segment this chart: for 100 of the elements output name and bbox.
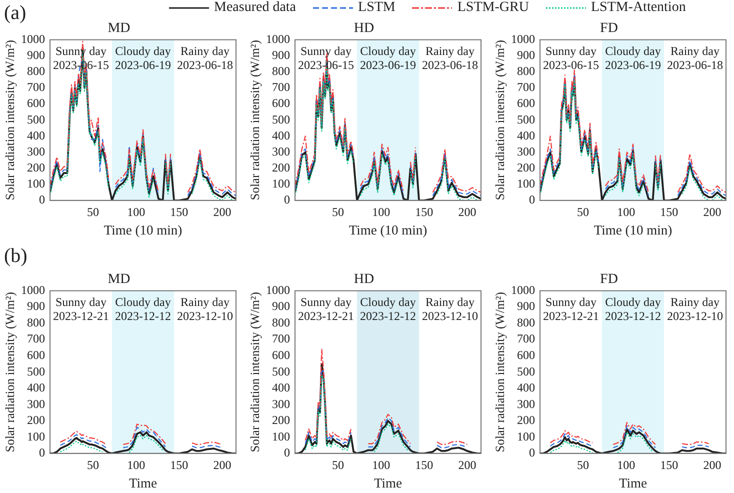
x-tick-label: 50 [577, 204, 590, 219]
x-axis-title: Time (10 min) [348, 222, 428, 238]
y-tick-label: 1000 [511, 282, 535, 297]
y-tick-label: 600 [272, 96, 290, 110]
annotation: Rainy day 2023-12-10 [667, 294, 723, 323]
x-axis-title: Time (10 min) [104, 222, 182, 238]
chart-title: MD [108, 21, 130, 36]
y-tick-label: 900 [27, 48, 45, 62]
x-tick-label: 150 [415, 458, 434, 472]
y-tick-label: 300 [27, 396, 45, 411]
y-tick-label: 900 [272, 299, 290, 314]
chart-title: FD [600, 21, 618, 36]
y-tick-label: 100 [517, 429, 535, 444]
y-tick-label: 800 [27, 64, 45, 78]
x-tick-label: 200 [458, 204, 476, 219]
y-tick-label: 500 [272, 112, 290, 126]
y-tick-label: 700 [272, 80, 290, 94]
y-axis-title: Solar radiation intensity (W/m²) [492, 292, 507, 452]
y-tick-label: 600 [27, 96, 45, 110]
y-tick-label: 400 [517, 128, 535, 142]
x-axis-title: Time (10 min) [594, 222, 672, 238]
annotation: Cloudy day 2023-12-12 [360, 294, 416, 323]
y-tick-label: 400 [272, 380, 290, 395]
y-tick-label: 900 [272, 48, 290, 62]
y-tick-label: 600 [272, 348, 290, 362]
x-tick-label: 150 [660, 458, 678, 472]
y-axis-title: Solar radiation intensity (W/m²) [248, 40, 262, 200]
x-tick-label: 200 [458, 458, 476, 472]
x-tick-label: 200 [213, 458, 232, 472]
x-tick-label: 50 [332, 204, 344, 219]
x-tick-label: 100 [372, 458, 390, 472]
y-tick-label: 1000 [511, 32, 535, 46]
y-tick-label: 700 [27, 80, 45, 94]
y-tick-label: 300 [517, 144, 535, 158]
y-tick-label: 0 [529, 192, 535, 207]
y-tick-label: 600 [27, 348, 45, 362]
x-tick-label: 50 [577, 458, 590, 472]
y-axis-title: Solar radiation intensity (W/m²) [492, 40, 507, 200]
y-tick-label: 700 [272, 332, 290, 346]
annotation: Sunny day 2023-12-21 [53, 294, 109, 323]
y-tick-label: 400 [27, 128, 45, 142]
y-tick-label: 0 [39, 192, 45, 207]
y-axis-title: Solar radiation intensity (W/m²) [2, 40, 17, 200]
y-tick-label: 600 [517, 96, 535, 110]
y-tick-label: 0 [284, 446, 290, 460]
y-tick-label: 100 [272, 176, 290, 190]
legend-label: Measured data [214, 0, 296, 16]
chart-title: HD [354, 272, 374, 288]
y-tick-label: 800 [27, 315, 45, 330]
y-tick-label: 200 [27, 413, 45, 428]
legend-label: LSTM-Attention [590, 0, 686, 16]
y-tick-label: 0 [284, 192, 290, 207]
x-tick-label: 150 [170, 458, 188, 472]
x-tick-label: 100 [372, 204, 390, 219]
y-tick-label: 1000 [266, 32, 290, 46]
legend-label: LSTM-GRU [457, 0, 529, 16]
chart-title: HD [354, 21, 374, 36]
x-tick-label: 50 [87, 204, 100, 219]
y-axis-title: Solar radiation intensity (W/m²) [248, 292, 262, 452]
annotation: Rainy day 2023-06-18 [667, 44, 723, 72]
text: (b) [4, 245, 28, 268]
annotation: Cloudy day 2023-06-19 [605, 44, 661, 72]
x-axis-title: Time [128, 475, 158, 490]
y-tick-label: 100 [27, 429, 45, 444]
y-tick-label: 700 [517, 80, 535, 94]
y-tick-label: 500 [517, 364, 535, 378]
y-tick-label: 100 [27, 176, 45, 190]
x-tick-label: 100 [617, 458, 636, 472]
y-tick-label: 300 [27, 144, 45, 158]
y-tick-label: 800 [517, 315, 535, 330]
x-tick-label: 150 [170, 204, 188, 219]
x-tick-label: 100 [617, 204, 636, 219]
x-tick-label: 150 [660, 204, 678, 219]
y-tick-label: 800 [272, 64, 290, 78]
y-tick-label: 900 [517, 48, 535, 62]
x-tick-label: 150 [415, 204, 434, 219]
annotation: Cloudy day 2023-06-19 [115, 44, 171, 72]
x-axis-title: Time [374, 475, 402, 490]
annotation: Sunny day 2023-06-15 [543, 44, 599, 72]
annotation: Cloudy day 2023-12-12 [605, 294, 661, 323]
x-tick-label: 200 [703, 458, 722, 472]
y-tick-label: 100 [272, 429, 290, 444]
y-tick-label: 800 [272, 315, 290, 330]
y-tick-label: 500 [27, 112, 45, 126]
annotation: Sunny day 2023-12-21 [543, 294, 599, 323]
y-tick-label: 300 [272, 396, 290, 411]
annotation: Sunny day 2023-12-21 [298, 294, 354, 323]
y-tick-label: 1000 [266, 282, 290, 297]
y-tick-label: 500 [27, 364, 45, 378]
y-tick-label: 900 [517, 299, 535, 314]
annotation: Rainy day 2023-12-10 [422, 294, 478, 323]
legend-label: LSTM [358, 0, 396, 16]
y-tick-label: 900 [27, 299, 45, 314]
y-tick-label: 700 [517, 332, 535, 346]
annotation: Rainy day 2023-12-10 [177, 294, 233, 323]
y-tick-label: 200 [272, 160, 290, 174]
y-axis-title: Solar radiation intensity (W/m²) [2, 292, 17, 452]
x-tick-label: 200 [213, 204, 232, 219]
y-tick-label: 200 [27, 160, 45, 174]
y-tick-label: 1000 [21, 32, 45, 46]
